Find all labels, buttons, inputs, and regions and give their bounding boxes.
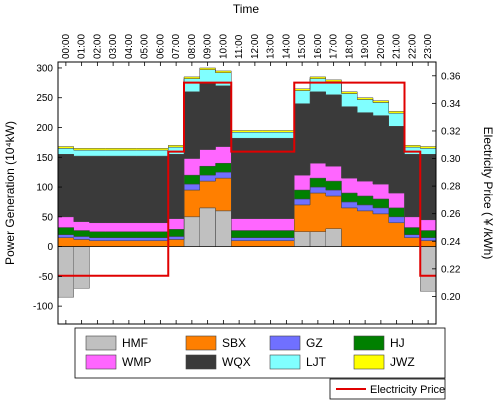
- x-tick-label: 02:00: [92, 34, 103, 59]
- y-tick-label: 150: [36, 153, 53, 164]
- x-tick-label: 07:00: [171, 34, 182, 59]
- y-tick-label: 100: [36, 183, 53, 194]
- price-line: [58, 81, 436, 277]
- y2-tick-label: 0.36: [441, 71, 461, 82]
- legend-swatch-hj: [353, 335, 385, 351]
- y-axis-label: Power Generation (10⁴kW): [3, 121, 17, 265]
- legend-label-price: Electricity Price: [370, 384, 445, 396]
- legend-swatch-sbx: [185, 335, 217, 351]
- y2-tick-label: 0.28: [441, 182, 461, 193]
- y-tick-label: -50: [39, 272, 54, 283]
- y-tick-label: 300: [36, 63, 53, 74]
- y2-tick-label: 0.32: [441, 126, 461, 137]
- x-tick-label: 05:00: [140, 34, 151, 59]
- legend-price-box: [329, 378, 446, 400]
- legend-swatch-wqx: [185, 354, 217, 370]
- x-tick-label: 19:00: [360, 34, 371, 59]
- legend-label-hmf: HMF: [122, 336, 148, 350]
- y2-ticks: 0.20 0.22 0.24 0.26 0.28 0.30 0.32 0.34 0.36: [432, 71, 461, 303]
- x-tick-label: 06:00: [155, 34, 166, 59]
- x-tick-label: 04:00: [124, 34, 135, 59]
- x-tick-label: 03:00: [108, 34, 119, 59]
- legend-label-wqx: WQX: [222, 355, 251, 369]
- y-tick-label: 0: [47, 242, 53, 253]
- y-tick-label: 250: [36, 93, 53, 104]
- x-tick-label: 13:00: [266, 34, 277, 59]
- legend-swatch-hmf: [85, 335, 117, 351]
- y2-tick-label: 0.26: [441, 209, 461, 220]
- stacked-areas: [57, 67, 437, 298]
- legend-swatch-wmp: [85, 354, 117, 370]
- x-tick-label: 01:00: [77, 34, 88, 59]
- x-tick-label: 16:00: [313, 34, 324, 59]
- legend-label-ljt: LJT: [306, 355, 327, 369]
- x-tick-label: 22:00: [407, 34, 418, 59]
- x-tick-label: 12:00: [250, 34, 261, 59]
- legend-label-hj: HJ: [390, 336, 405, 350]
- y-tick-label: 200: [36, 123, 53, 134]
- x-tick-label: 17:00: [329, 34, 340, 59]
- x-tick-label: 15:00: [297, 34, 308, 59]
- y2-tick-label: 0.34: [441, 99, 461, 110]
- x-tick-label: 18:00: [344, 34, 355, 59]
- legend-label-wmp: WMP: [122, 355, 151, 369]
- y-tick-label: -100: [33, 302, 53, 313]
- y2-tick-label: 0.22: [441, 264, 461, 275]
- y-tick-label: 50: [42, 212, 54, 223]
- y-ticks: -100 -50 0 50 100 150 200 250 300: [33, 63, 62, 313]
- x-axis-title: Time: [233, 2, 260, 16]
- y2-tick-label: 0.24: [441, 237, 461, 248]
- legend-swatch-gz: [269, 335, 301, 351]
- legend-swatch-ljt: [269, 354, 301, 370]
- x-tick-label: 09:00: [203, 34, 214, 59]
- legend-label-sbx: SBX: [222, 336, 246, 350]
- legend-label-jwz: JWZ: [390, 355, 415, 369]
- x-tick-label: 14:00: [281, 34, 292, 59]
- y2-axis-label: Electricity Price (￥/kWh): [481, 127, 495, 260]
- x-tick-label: 08:00: [187, 34, 198, 59]
- x-tick-label: 20:00: [376, 34, 387, 59]
- x-tick-label: 21:00: [392, 34, 403, 59]
- plot-frame: [57, 61, 437, 325]
- x-tick-label: 11:00: [234, 34, 245, 59]
- x-tick-label: 10:00: [218, 34, 229, 59]
- legend: HMF SBX GZ HJ WMP WQX LJT JWZ Electricity Price: [74, 327, 446, 400]
- x-tick-label: 23:00: [423, 34, 434, 59]
- x-tick-label: 00:00: [61, 34, 72, 59]
- x-ticks: 00:00 01:00 02:00 03:00 04:00 05:00 06:00 07:00…: [61, 34, 434, 324]
- y2-tick-label: 0.20: [441, 292, 461, 303]
- price-step-line: [58, 81, 436, 277]
- y2-tick-label: 0.30: [441, 154, 461, 165]
- legend-swatch-jwz: [353, 354, 385, 370]
- legend-label-gz: GZ: [306, 336, 323, 350]
